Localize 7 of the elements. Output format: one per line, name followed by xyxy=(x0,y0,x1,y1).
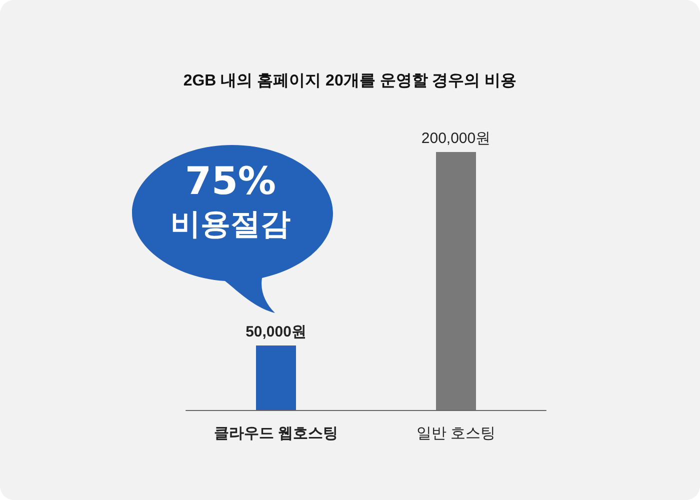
chart-title: 2GB 내의 홈페이지 20개를 운영할 경우의 비용 xyxy=(183,72,517,90)
data-label: 200,000원 xyxy=(421,130,491,147)
data-label: 50,000원 xyxy=(246,324,306,340)
annotation: 비용절감 xyxy=(170,206,292,243)
x-tick-label: 클라우드 웹호스팅 xyxy=(214,425,338,442)
annotation: 75% xyxy=(184,158,277,205)
x-tick-label: 일반 호스팅 xyxy=(416,425,496,442)
